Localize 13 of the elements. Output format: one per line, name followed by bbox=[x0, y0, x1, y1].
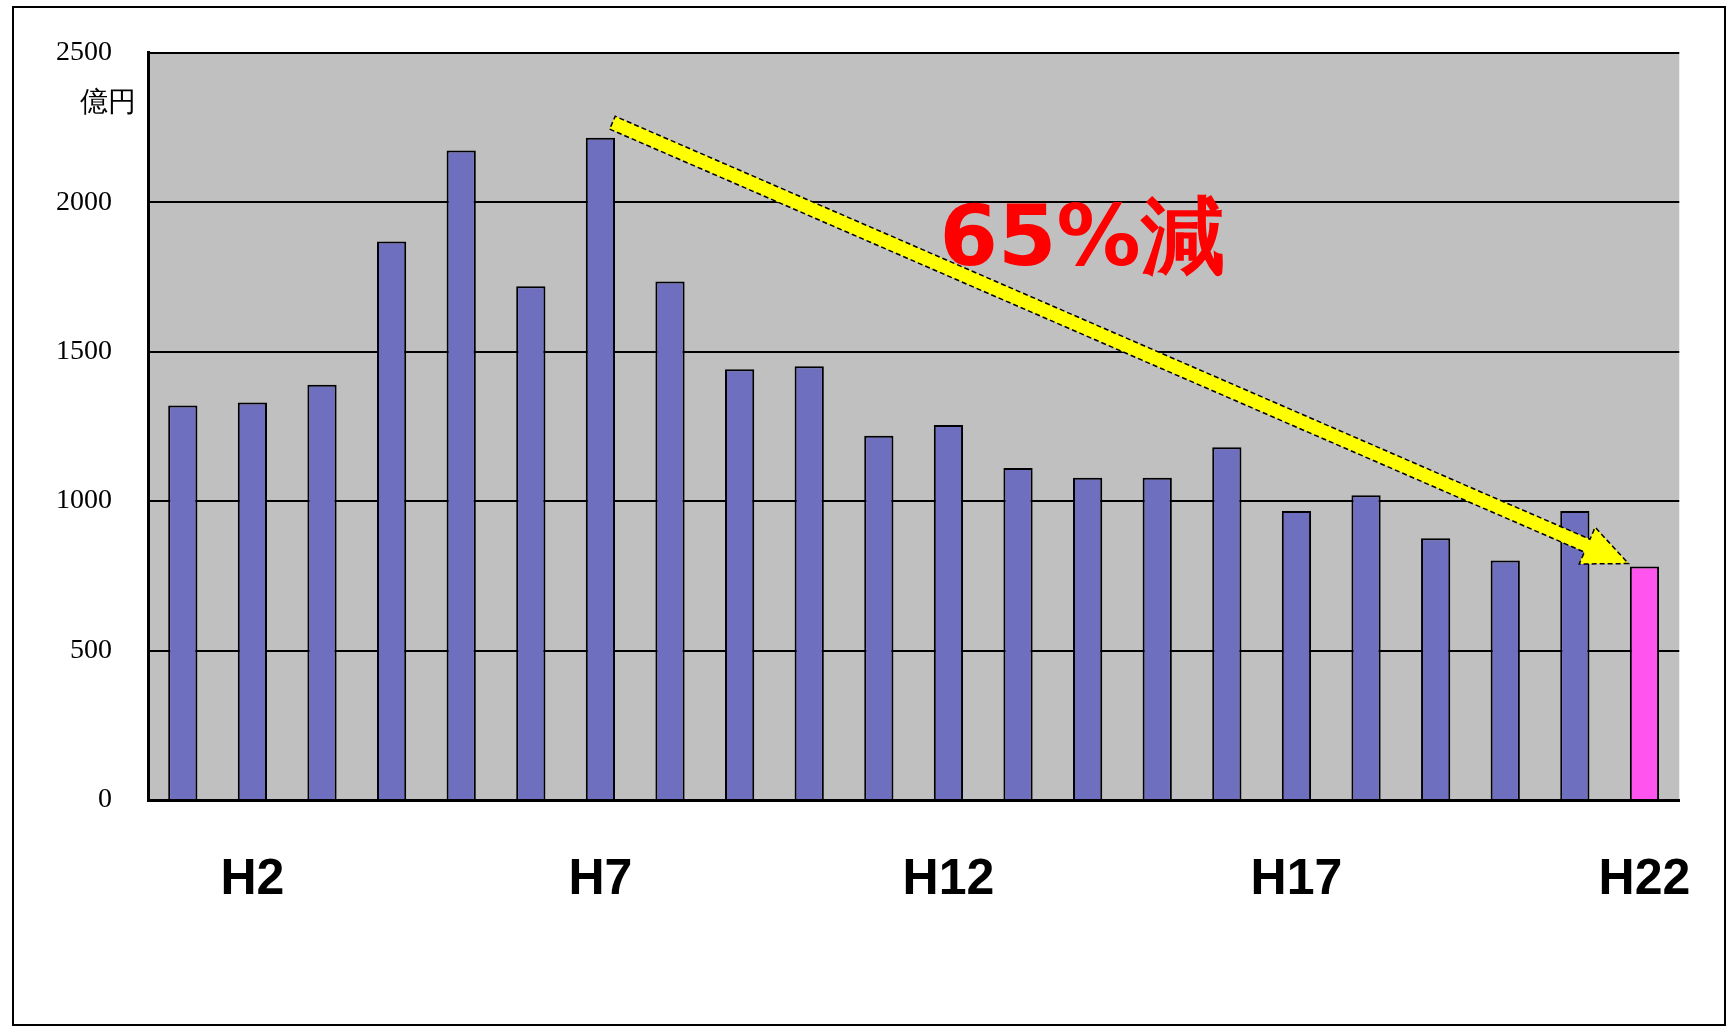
annotation: 65%減 bbox=[939, 186, 1225, 285]
y-tick-label: 1000 bbox=[56, 483, 112, 515]
x-tick-label: H12 bbox=[902, 848, 995, 905]
y-tick-label: 2500 bbox=[56, 35, 112, 67]
x-tick-label: H17 bbox=[1250, 848, 1343, 905]
y-tick-label: 0 bbox=[98, 782, 112, 814]
y-tick-label: 1500 bbox=[56, 334, 112, 366]
y-axis-title: 億円 bbox=[80, 85, 136, 117]
x-tick-label: H2 bbox=[220, 848, 285, 905]
y-tick-label: 2000 bbox=[56, 184, 112, 216]
y-tick-label: 500 bbox=[70, 632, 112, 664]
x-tick-label: H7 bbox=[568, 848, 633, 905]
x-tick-label: H22 bbox=[1598, 848, 1691, 905]
